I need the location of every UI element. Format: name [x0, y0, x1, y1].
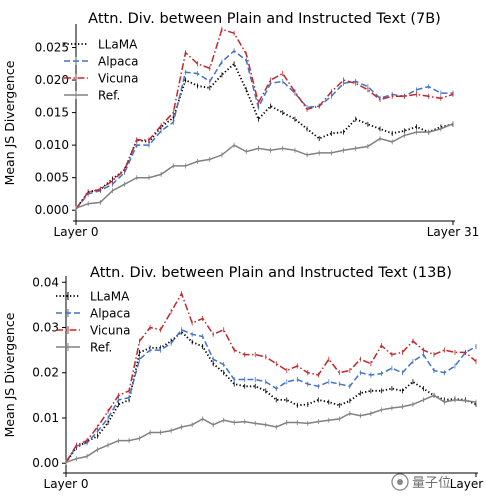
chart-title: Attn. Div. between Plain and Instructed … [88, 11, 441, 27]
y-tick-label: 0.02 [32, 366, 59, 380]
series-vicuna [75, 26, 454, 212]
x-tick-label: Layer 31 [427, 225, 480, 239]
y-axis-label: Mean JS Divergence [2, 312, 17, 437]
chart-7b: Attn. Div. between Plain and Instructed … [2, 11, 479, 239]
series-line [75, 28, 454, 210]
legend-label: Ref. [90, 341, 112, 355]
legend-label: Vicuna [90, 324, 130, 338]
watermark-text: 量子位 [412, 476, 451, 491]
legend-label: LLaMA [98, 38, 138, 52]
y-tick-label: 0.010 [35, 138, 69, 152]
series-line [75, 62, 454, 210]
legend-label: Ref. [98, 89, 120, 103]
series-line [65, 291, 477, 463]
y-tick-label: 0.03 [32, 321, 59, 335]
legend-label: Vicuna [98, 72, 138, 86]
series-vicuna [65, 291, 477, 465]
chart-13b: Attn. Div. between Plain and Instructed … [2, 265, 486, 491]
series-llama [65, 329, 477, 465]
x-tick-label: Layer 39 [450, 477, 486, 491]
series-line [75, 49, 453, 210]
legend: LLaMA Alpaca Vicuna Ref. [56, 290, 130, 355]
legend-label: Alpaca [98, 55, 138, 69]
series-line [65, 328, 477, 463]
series-line [75, 123, 454, 209]
y-tick-label: 0.00 [32, 456, 59, 470]
legend-label: Alpaca [90, 307, 130, 321]
series-line [65, 394, 477, 464]
y-tick-label: 0.04 [32, 275, 59, 289]
series-alpaca [65, 327, 477, 465]
x-tick-label: Layer 0 [44, 477, 89, 491]
legend: LLaMA Alpaca Vicuna Ref. [64, 38, 138, 103]
y-axis-label: Mean JS Divergence [2, 60, 17, 185]
series-ref [75, 121, 454, 211]
legend-label: LLaMA [90, 290, 130, 304]
y-tick-label: 0.01 [32, 411, 59, 425]
watermark: 量子位 [391, 473, 451, 491]
y-tick-label: 0.025 [35, 41, 69, 55]
watermark-logo-dot [397, 479, 403, 485]
y-tick-label: 0.005 [35, 171, 69, 185]
y-tick-label: 0.000 [35, 203, 69, 217]
x-tick-label: Layer 0 [54, 225, 99, 239]
watermark-logo-icon [391, 473, 409, 491]
y-tick-label: 0.015 [35, 106, 69, 120]
series-line [65, 330, 477, 463]
y-tick-label: 0.020 [35, 73, 69, 87]
series-ref [65, 392, 477, 465]
chart-title: Attn. Div. between Plain and Instructed … [90, 265, 452, 281]
